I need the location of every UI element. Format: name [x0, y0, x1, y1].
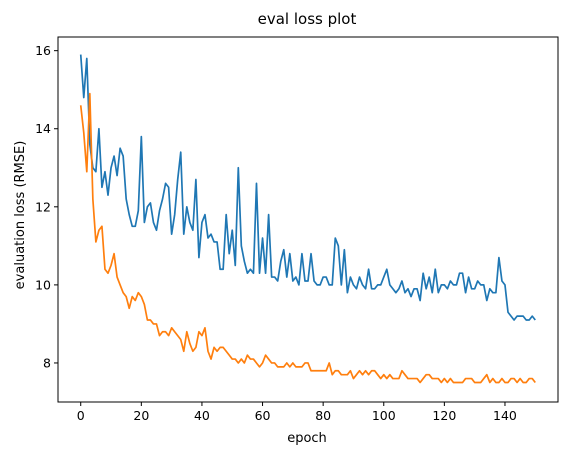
- series-layer: [79, 54, 536, 384]
- series-line-2: [79, 92, 536, 384]
- x-tick-label: 140: [493, 408, 517, 423]
- y-tick-label: 10: [35, 277, 51, 292]
- x-tick-label: 0: [77, 408, 85, 423]
- y-tick-label: 14: [35, 121, 51, 136]
- y-axis-label: evaluation loss (RMSE): [13, 141, 28, 290]
- x-tick-label: 100: [372, 408, 396, 423]
- x-tick-label: 40: [194, 408, 210, 423]
- x-tick-label: 120: [432, 408, 456, 423]
- plot-frame: [57, 36, 559, 403]
- y-tick-label: 12: [35, 199, 51, 214]
- y-tick-label: 16: [35, 43, 51, 58]
- y-tick-label: 8: [43, 355, 51, 370]
- chart-title: eval loss plot: [258, 10, 357, 28]
- x-tick-label: 60: [255, 408, 271, 423]
- x-tick-label: 80: [315, 408, 331, 423]
- x-axis-ticks: 0 20 40 60 80 100 120 140: [77, 402, 517, 423]
- series-line-1: [79, 54, 536, 321]
- y-axis-ticks: 8 10 12 14 16: [35, 43, 58, 370]
- x-axis-label: epoch: [287, 431, 327, 446]
- x-tick-label: 20: [133, 408, 149, 423]
